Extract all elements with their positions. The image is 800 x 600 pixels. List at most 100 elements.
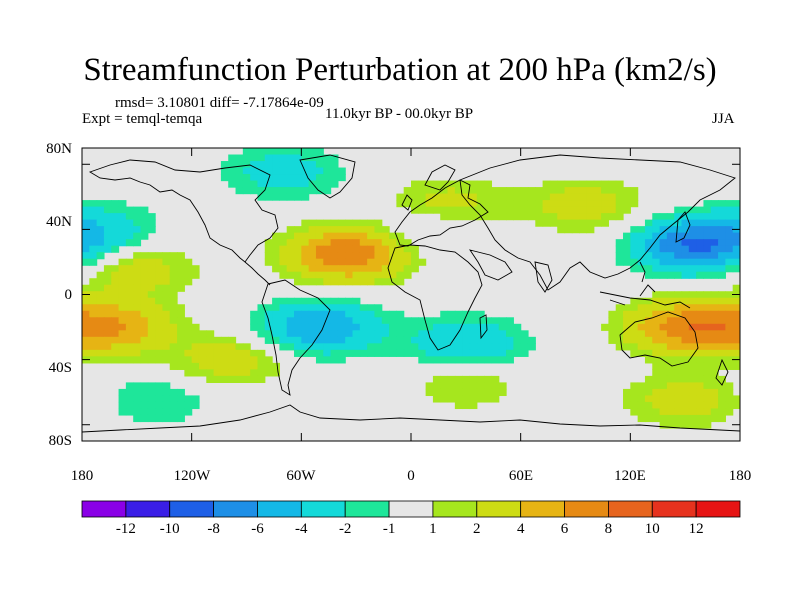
- contour-cell: [506, 330, 514, 338]
- contour-cell: [228, 375, 237, 383]
- contour-cell: [411, 330, 419, 338]
- contour-cell: [703, 369, 712, 377]
- contour-cell: [89, 239, 98, 247]
- contour-cell: [637, 414, 646, 423]
- contour-cell: [447, 213, 456, 221]
- contour-cell: [242, 187, 251, 195]
- experiment-label: Expt = temql-temqa: [82, 111, 203, 127]
- contour-cell: [527, 213, 536, 221]
- contour-cell: [294, 323, 302, 331]
- contour-cell: [118, 239, 127, 247]
- contour-cell: [608, 180, 617, 188]
- contour-cell: [601, 193, 609, 201]
- contour-cell: [674, 258, 683, 266]
- contour-cell: [345, 265, 354, 273]
- coastline-north-america: [88, 159, 279, 263]
- contour-cell: [220, 356, 229, 364]
- contour-cell: [272, 245, 280, 253]
- contour-cell: [725, 349, 734, 357]
- contour-cell: [725, 291, 734, 299]
- contour-cell: [396, 193, 405, 201]
- contour-cell: [696, 375, 705, 383]
- contour-cell: [374, 252, 383, 260]
- contour-cell: [718, 382, 726, 390]
- contour-cell: [732, 297, 740, 305]
- contour-cell: [315, 154, 324, 162]
- contour-cell: [82, 349, 90, 357]
- contour-cell: [389, 245, 397, 253]
- contour-cell: [213, 343, 222, 351]
- contour-cell: [396, 252, 405, 260]
- contour-cell: [718, 375, 726, 383]
- contour-cell: [652, 310, 661, 318]
- coastline-central-america: [244, 261, 271, 286]
- contour-cell: [462, 401, 471, 410]
- contour-cell: [389, 258, 397, 266]
- contour-cell: [82, 330, 90, 338]
- contour-cell: [432, 317, 441, 325]
- contour-cell: [235, 167, 244, 175]
- contour-cell: [674, 401, 683, 410]
- contour-cell: [432, 336, 441, 344]
- contour-cell: [89, 284, 98, 292]
- contour-cell: [213, 349, 222, 357]
- contour-cell: [111, 330, 120, 338]
- contour-cell: [440, 200, 449, 208]
- contour-cell: [710, 232, 719, 240]
- contour-cell: [725, 310, 734, 318]
- contour-cell: [308, 245, 317, 253]
- contour-cell: [674, 206, 683, 214]
- contour-cell: [184, 323, 193, 331]
- contour-cell: [696, 219, 705, 227]
- contour-cell: [637, 336, 646, 344]
- contour-cell: [718, 330, 726, 338]
- contour-cell: [337, 330, 346, 338]
- contour-cell: [264, 356, 273, 364]
- contour-cell: [564, 180, 573, 188]
- contour-cell: [703, 304, 712, 312]
- contour-cell: [140, 349, 149, 357]
- contour-cell: [155, 401, 164, 410]
- contour-cell: [696, 414, 705, 423]
- contour-cell: [615, 200, 624, 208]
- contour-cell: [103, 343, 112, 351]
- contour-cell: [557, 193, 566, 201]
- contour-cell: [666, 219, 675, 227]
- contour-cell: [125, 258, 134, 266]
- contour-cell: [389, 349, 397, 357]
- contour-cell: [228, 369, 237, 377]
- contour-cell: [286, 148, 295, 156]
- contour-cell: [674, 213, 683, 221]
- contour-cell: [571, 180, 580, 188]
- contour-cell: [688, 317, 697, 325]
- contour-cell: [696, 245, 705, 253]
- contour-cell: [359, 239, 368, 247]
- contour-cell: [644, 382, 653, 390]
- contour-cell: [688, 232, 697, 240]
- contour-cell: [681, 388, 690, 397]
- contour-cell: [294, 180, 302, 188]
- contour-cell: [264, 304, 273, 312]
- contour-cell: [469, 330, 478, 338]
- contour-cell: [666, 408, 675, 416]
- contour-cell: [703, 330, 712, 338]
- contour-cell: [330, 330, 339, 338]
- contour-cell: [389, 317, 397, 325]
- contour-cell: [542, 200, 551, 208]
- contour-cell: [345, 343, 354, 351]
- contour-cell: [140, 232, 149, 240]
- contour-cell: [352, 226, 361, 234]
- contour-cell: [235, 375, 244, 383]
- contour-cell: [623, 258, 631, 266]
- contour-cell: [323, 245, 332, 253]
- contour-cell: [571, 226, 580, 234]
- contour-cell: [294, 330, 302, 338]
- contour-cell: [681, 310, 690, 318]
- contour-cell: [89, 226, 98, 234]
- contour-cell: [710, 362, 719, 370]
- contour-cell: [411, 258, 419, 266]
- contour-cell: [323, 317, 332, 325]
- contour-cell: [315, 167, 324, 175]
- contour-cell: [330, 297, 339, 305]
- contour-cell: [235, 362, 244, 370]
